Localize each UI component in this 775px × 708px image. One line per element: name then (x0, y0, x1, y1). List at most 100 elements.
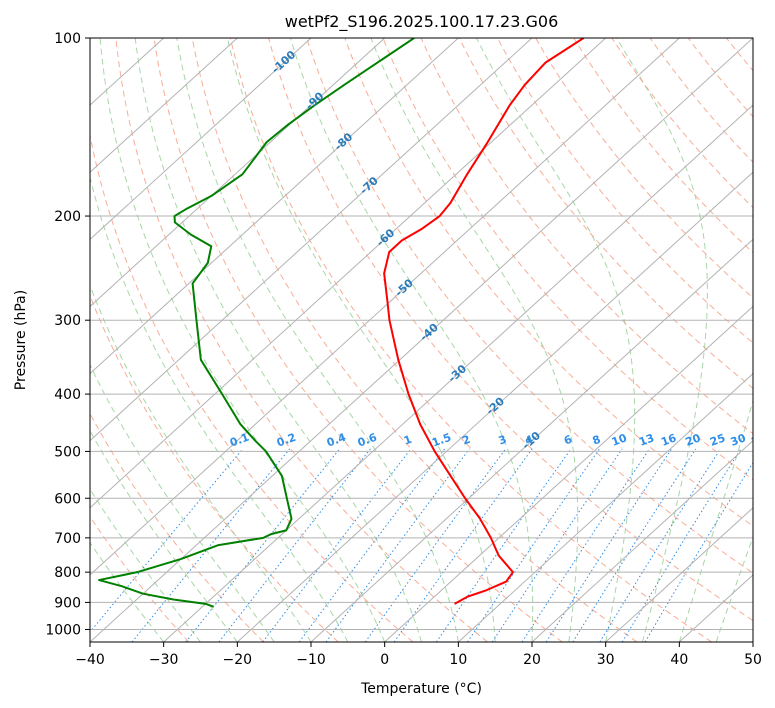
moist-adiabat-line (90, 175, 349, 642)
y-tick-label: 800 (54, 565, 81, 581)
mixing-ratio-label: 2 (461, 433, 473, 448)
x-tick-label: −10 (296, 652, 326, 668)
dry-adiabat-line (115, 38, 488, 642)
moist-adiabat-line (90, 429, 238, 642)
isotherm-line (236, 171, 753, 642)
mixing-ratio-label: 0.2 (275, 431, 298, 450)
dry-adiabat-line (153, 38, 563, 642)
mixing-ratio-label: 25 (708, 431, 727, 448)
y-tick-label: 600 (54, 491, 81, 507)
moist-adiabat-line (616, 38, 708, 642)
mixing-ratio-label: 30 (729, 431, 748, 449)
x-tick-label: 30 (597, 652, 615, 668)
moist-adiabat-line (226, 38, 496, 642)
isotherm-line (90, 38, 312, 241)
x-tick-label: 20 (523, 652, 541, 668)
mixing-ratio-line (218, 448, 371, 642)
isotherm-line (384, 305, 753, 642)
dry-adiabat-line (90, 132, 414, 642)
moist-adiabat-line (99, 38, 386, 642)
isotherm-line (90, 38, 238, 173)
x-tick-label: 0 (380, 652, 389, 668)
y-tick-label: 500 (54, 444, 81, 460)
moist-adiabat-line (134, 38, 422, 642)
mixing-ratio-line (436, 448, 572, 642)
plot-area: -100-90-80-70-60-50-40-30-20-100.1 0.2 0.4… (90, 38, 768, 642)
isotherm-line (605, 507, 753, 642)
dry-adiabat-line (306, 38, 753, 574)
isotherm-line (163, 104, 753, 642)
mixing-ratio-label: 3 (497, 433, 509, 448)
dry-adiabat-line (191, 38, 638, 642)
isotherm-line (531, 439, 753, 642)
mixing-ratio-label: 20 (684, 431, 703, 449)
x-tick-label: −20 (223, 652, 253, 668)
moist-adiabat-line (678, 399, 753, 642)
dewpoint-line (98, 38, 415, 608)
isotherm-line (90, 38, 386, 308)
y-tick-label: 400 (54, 387, 81, 403)
mixing-ratio-label: 6 (562, 433, 574, 448)
sounding-series (98, 38, 585, 608)
plot-frame (89, 37, 754, 643)
moist-adiabat-line (289, 38, 534, 642)
moist-adiabat-line (90, 488, 201, 642)
x-tick-label: 50 (744, 652, 762, 668)
chart-title: wetPf2_S196.2025.100.17.23.G06 (285, 12, 559, 32)
x-axis-label: Temperature (°C) (360, 681, 482, 697)
y-tick-label: 900 (54, 595, 81, 611)
y-tick-label: 300 (54, 313, 81, 329)
mixing-ratio-line (572, 448, 697, 642)
isotherm-line (90, 38, 607, 509)
moist-adiabat-line (90, 363, 275, 642)
moist-adiabat-line (715, 535, 753, 642)
mixing-ratio-label: 8 (591, 433, 603, 448)
isotherm-line (90, 38, 753, 642)
y-axis-label: Pressure (hPa) (13, 290, 29, 390)
mixing-ratio-label: 1.5 (430, 431, 453, 450)
y-tick-label: 100 (54, 31, 81, 47)
x-tick-label: 10 (449, 652, 467, 668)
moist-adiabat-line (476, 38, 636, 642)
mixing-ratio-label: 0.4 (325, 431, 348, 450)
mixing-ratio-line (298, 448, 446, 642)
isotherm-line (310, 238, 753, 642)
mixing-ratio-label: 36 (749, 431, 768, 449)
mixing-ratio-line (521, 448, 650, 642)
x-tick-label: 40 (670, 652, 688, 668)
mixing-ratio-label: 13 (637, 431, 656, 448)
dry-adiabat-line (90, 515, 190, 642)
mixing-ratio-line (545, 448, 673, 642)
y-tick-label: 200 (54, 209, 81, 225)
mixing-ratio-label: 1 (402, 433, 414, 448)
mixing-ratio-line (491, 448, 623, 642)
x-axis-ticks: −40 −30 −20 −10 0 10 20 30 40 50 (75, 642, 762, 668)
y-tick-label: 700 (54, 531, 81, 547)
x-tick-label: −40 (75, 652, 105, 668)
isotherm-line (90, 38, 533, 442)
isotherm-line (457, 372, 753, 642)
temperature-line (383, 38, 585, 605)
y-axis-ticks: 100 200 300 400 500 600 700 800 900 1000 (45, 31, 90, 638)
mixing-ratio-label: 4 (523, 433, 535, 448)
moist-adiabat-line (370, 38, 579, 642)
mixing-ratio-label: 0.1 (228, 431, 251, 450)
dry-adiabat-line (90, 412, 264, 642)
mixing-ratio-line (599, 448, 721, 642)
isotherm-line (90, 38, 459, 375)
mixing-ratio-label: 0.6 (356, 431, 379, 450)
mixing-ratio-line (325, 448, 470, 642)
moist-adiabat-line (90, 541, 165, 642)
x-tick-label: −30 (149, 652, 179, 668)
mixing-ratio-line (364, 448, 507, 642)
isotherm-gridlines (90, 38, 753, 642)
isobar-gridlines (90, 38, 753, 630)
isotherm-line (90, 38, 680, 576)
mixing-ratio-line (185, 448, 341, 642)
dry-adiabat-line (535, 38, 753, 299)
mixing-ratio-label: 10 (610, 431, 629, 449)
mixing-ratio-label: 16 (659, 431, 678, 449)
mixing-ratio-line (467, 448, 600, 642)
